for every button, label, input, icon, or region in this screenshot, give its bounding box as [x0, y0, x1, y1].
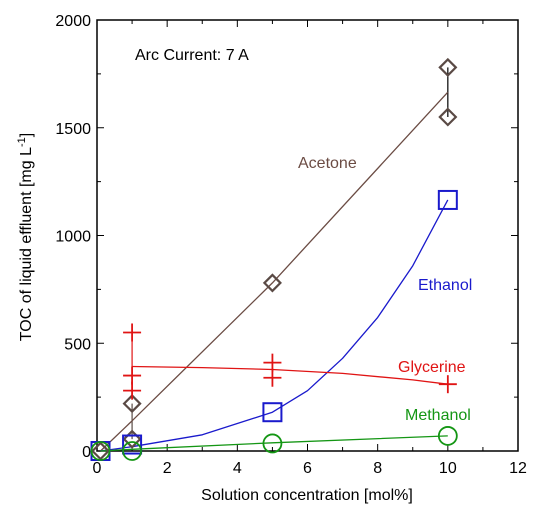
marker-glycerine — [123, 366, 142, 385]
y-axis-title: TOC of liquid effluent [mg L-1] — [16, 133, 35, 341]
plot-frame — [96, 19, 519, 452]
marker-ethanol — [122, 434, 143, 455]
y-tick-label: 500 — [64, 336, 91, 353]
y-axis-title-end: ] — [18, 133, 35, 137]
x-axis-title: Solution concentration [mol%] — [201, 487, 413, 504]
x-tick-label: 0 — [93, 460, 102, 477]
y-axis-title-main: TOC of liquid effluent [mg L — [18, 147, 35, 341]
y-axis-title-superscript: -1 — [16, 137, 28, 147]
series-label-acetone: Acetone — [298, 155, 357, 172]
annotation-arc-current: Arc Current: 7 A — [135, 47, 249, 64]
x-tick-label: 10 — [439, 460, 457, 477]
marker-methanol — [90, 441, 111, 461]
marker-glycerine — [123, 323, 142, 342]
marker-methanol — [262, 433, 283, 454]
marker-methanol — [437, 426, 458, 446]
marker-ethanol — [262, 402, 283, 423]
marker-acetone — [438, 107, 458, 127]
marker-acetone — [262, 273, 282, 293]
series-label-glycerine: Glycerine — [398, 359, 466, 376]
fit-line-ethanol — [100, 199, 449, 452]
y-tick-label: 0 — [82, 444, 91, 461]
marker-ethanol — [437, 189, 458, 210]
series-label-ethanol: Ethanol — [418, 277, 472, 294]
fit-lines — [100, 67, 449, 452]
y-tick-label: 1500 — [55, 121, 91, 138]
marker-glycerine — [263, 368, 282, 387]
x-tick-label: 4 — [233, 460, 242, 477]
data-markers — [90, 57, 458, 461]
marker-acetone — [438, 57, 458, 77]
marker-methanol — [122, 441, 142, 461]
y-tick-label: 2000 — [55, 13, 91, 30]
marker-glycerine — [123, 381, 142, 400]
fit-line-acetone — [100, 91, 449, 452]
marker-glycerine — [438, 375, 457, 394]
marker-acetone — [122, 394, 142, 414]
x-tick-label: 12 — [509, 460, 527, 477]
x-tick-label: 8 — [373, 460, 382, 477]
fit-line-glycerine — [132, 365, 448, 385]
series-label-methanol: Methanol — [405, 407, 471, 424]
marker-glycerine — [263, 353, 282, 372]
y-tick-label: 1000 — [55, 229, 91, 246]
x-tick-label: 6 — [303, 460, 312, 477]
fit-line-methanol — [100, 435, 448, 452]
x-tick-label: 2 — [163, 460, 172, 477]
